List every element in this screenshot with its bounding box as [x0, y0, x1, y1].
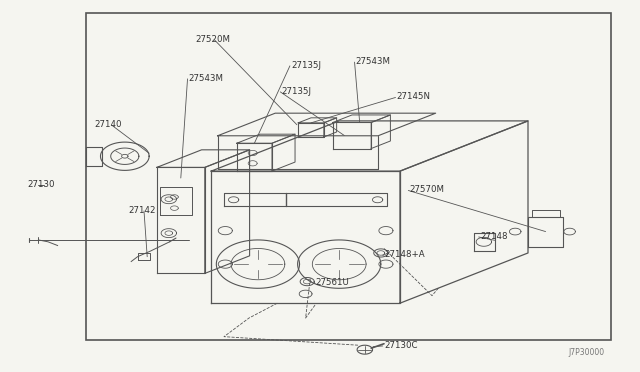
Text: 27140: 27140	[95, 120, 122, 129]
Text: 27130: 27130	[27, 180, 54, 189]
Text: 27543M: 27543M	[355, 57, 390, 66]
Text: 27561U: 27561U	[315, 278, 349, 287]
Bar	[86, 13, 611, 340]
Text: 27135J: 27135J	[291, 61, 321, 70]
Text: 27130C: 27130C	[384, 341, 417, 350]
Text: 27543M: 27543M	[189, 74, 224, 83]
Text: 27148+A: 27148+A	[384, 250, 424, 259]
Text: 27148: 27148	[480, 232, 508, 241]
Text: 27135J: 27135J	[282, 87, 312, 96]
Text: 27142: 27142	[128, 206, 156, 215]
Text: 27520M: 27520M	[195, 35, 230, 44]
Text: 27145N: 27145N	[397, 92, 431, 101]
Text: 27570M: 27570M	[410, 185, 445, 194]
Text: J7P30000: J7P30000	[569, 348, 605, 357]
